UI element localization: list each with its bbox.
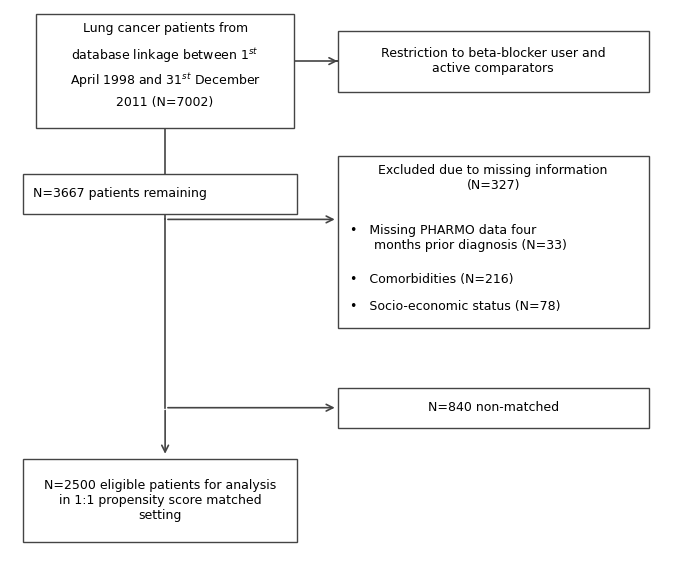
Text: Lung cancer patients from: Lung cancer patients from bbox=[82, 22, 248, 35]
Bar bbox=[23, 459, 297, 541]
Text: database linkage between $1^{st}$: database linkage between $1^{st}$ bbox=[72, 47, 259, 65]
Bar bbox=[338, 30, 649, 91]
Text: Excluded due to missing information
(N=327): Excluded due to missing information (N=3… bbox=[379, 164, 608, 192]
Bar bbox=[338, 388, 649, 427]
Bar bbox=[36, 14, 294, 128]
Text: April 1998 and $31^{st}$ December: April 1998 and $31^{st}$ December bbox=[70, 71, 261, 90]
Text: •   Socio-economic status (N=78): • Socio-economic status (N=78) bbox=[350, 300, 560, 313]
Bar bbox=[338, 155, 649, 328]
Text: •   Comorbidities (N=216): • Comorbidities (N=216) bbox=[350, 273, 513, 286]
Text: 2011 (N=7002): 2011 (N=7002) bbox=[117, 95, 214, 108]
Text: N=2500 eligible patients for analysis
in 1:1 propensity score matched
setting: N=2500 eligible patients for analysis in… bbox=[44, 479, 276, 522]
Text: N=840 non-matched: N=840 non-matched bbox=[427, 401, 559, 414]
Text: •   Missing PHARMO data four
      months prior diagnosis (N=33): • Missing PHARMO data four months prior … bbox=[350, 224, 566, 252]
Text: N=3667 patients remaining: N=3667 patients remaining bbox=[33, 187, 207, 200]
Text: Restriction to beta-blocker user and
active comparators: Restriction to beta-blocker user and act… bbox=[381, 47, 605, 75]
Bar bbox=[23, 174, 297, 214]
